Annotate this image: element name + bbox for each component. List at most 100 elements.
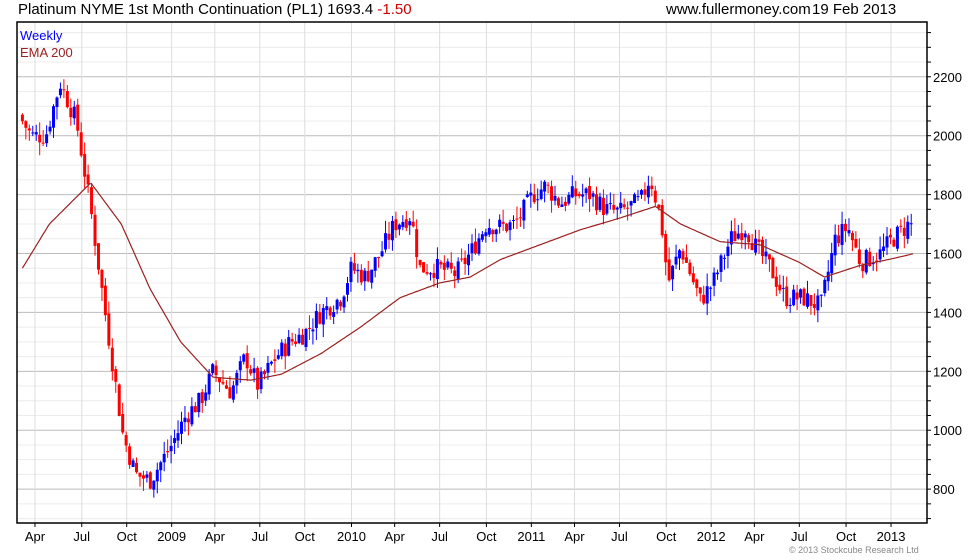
x-tick-label: Apr (385, 529, 406, 544)
candle-body (560, 204, 564, 208)
candle-body (159, 462, 163, 471)
candle-body (771, 257, 775, 279)
candle-body (297, 334, 301, 343)
candle-body (380, 251, 384, 257)
candle-body (162, 453, 166, 463)
legend-weekly: Weekly (20, 28, 63, 43)
candle-body (287, 337, 291, 356)
candle-body (259, 371, 263, 390)
candle-body (266, 363, 270, 373)
candle-body (238, 361, 242, 371)
candle-body (888, 234, 892, 238)
candle-body (781, 287, 785, 289)
candle-body (183, 417, 187, 423)
candle-body (52, 106, 56, 128)
candle-body (342, 296, 346, 308)
candle-body (231, 385, 235, 400)
site-link[interactable]: www.fullermoney.com (666, 1, 811, 18)
candle-body (518, 217, 522, 219)
candle-body (823, 279, 827, 294)
candle-body (595, 194, 599, 211)
candle-body (69, 107, 73, 118)
plot-border (16, 21, 928, 524)
candle-body (245, 353, 249, 369)
candle-body (356, 269, 360, 272)
candle-body (875, 260, 879, 262)
candle-body (505, 223, 509, 232)
candle-body (103, 285, 107, 316)
candle-body (882, 246, 886, 251)
candle-body (390, 221, 394, 241)
candle-body (384, 233, 388, 250)
candle-body (442, 262, 446, 270)
candle-body (456, 261, 460, 279)
candle-body (31, 132, 35, 134)
candle-body (484, 232, 488, 237)
candle-body (667, 259, 671, 281)
candle-body (788, 304, 792, 306)
candle-body (826, 271, 830, 282)
candle-body (41, 142, 45, 144)
candle-body (906, 221, 910, 239)
candle-body (764, 251, 768, 257)
candle-body (598, 196, 602, 210)
candle-body (401, 222, 405, 228)
candle-body (204, 392, 208, 401)
candle-body (363, 270, 367, 282)
y-tick-label: 1200 (933, 364, 962, 379)
candle-body (650, 185, 654, 190)
x-tick-label: Apr (564, 529, 585, 544)
candle-body (508, 222, 512, 231)
candle-body (439, 261, 443, 265)
candle-body (76, 104, 80, 131)
candle-body (536, 199, 540, 201)
candle-body (747, 235, 751, 243)
candle-body (345, 283, 349, 295)
candle-body (819, 294, 823, 296)
candle-body (809, 295, 813, 306)
candle-body (522, 199, 526, 221)
candle-body (242, 354, 246, 362)
candle-body (197, 392, 201, 413)
legend-ema-200: EMA 200 (20, 45, 73, 60)
candle-body (176, 433, 180, 441)
candle-body (591, 193, 595, 197)
candle-body (556, 198, 560, 206)
candle-body (830, 253, 834, 274)
candle-body (868, 251, 872, 267)
candle-body (892, 239, 896, 247)
candle-body (252, 368, 256, 373)
candle-body (55, 97, 59, 108)
candle-body (262, 371, 266, 375)
candle-body (83, 153, 87, 177)
candle-body (200, 392, 204, 404)
candle-body (301, 334, 305, 345)
candle-body (567, 194, 571, 204)
candle-body (615, 207, 619, 210)
candle-body (695, 279, 699, 289)
candle-body (861, 264, 865, 272)
candle-body (626, 207, 630, 209)
candle-body (370, 269, 374, 283)
candle-body (529, 192, 533, 196)
candle-body (574, 188, 578, 197)
candle-body (339, 301, 343, 307)
price-change: -1.50 (377, 1, 412, 18)
candle-body (660, 205, 664, 236)
candle-body (93, 214, 97, 246)
candle-body (470, 243, 474, 254)
candle-body (754, 238, 758, 253)
candle-body (553, 196, 557, 201)
candle-body (280, 342, 284, 357)
candle-body (428, 273, 432, 275)
candle-body (722, 257, 726, 259)
candle-body (290, 339, 294, 342)
candle-body (740, 233, 744, 241)
candle-body (584, 188, 588, 194)
candle-body (857, 249, 861, 264)
x-tick-label: Oct (656, 529, 677, 544)
candle-body (543, 181, 547, 192)
candle-body (653, 190, 657, 203)
candle-body (387, 233, 391, 240)
